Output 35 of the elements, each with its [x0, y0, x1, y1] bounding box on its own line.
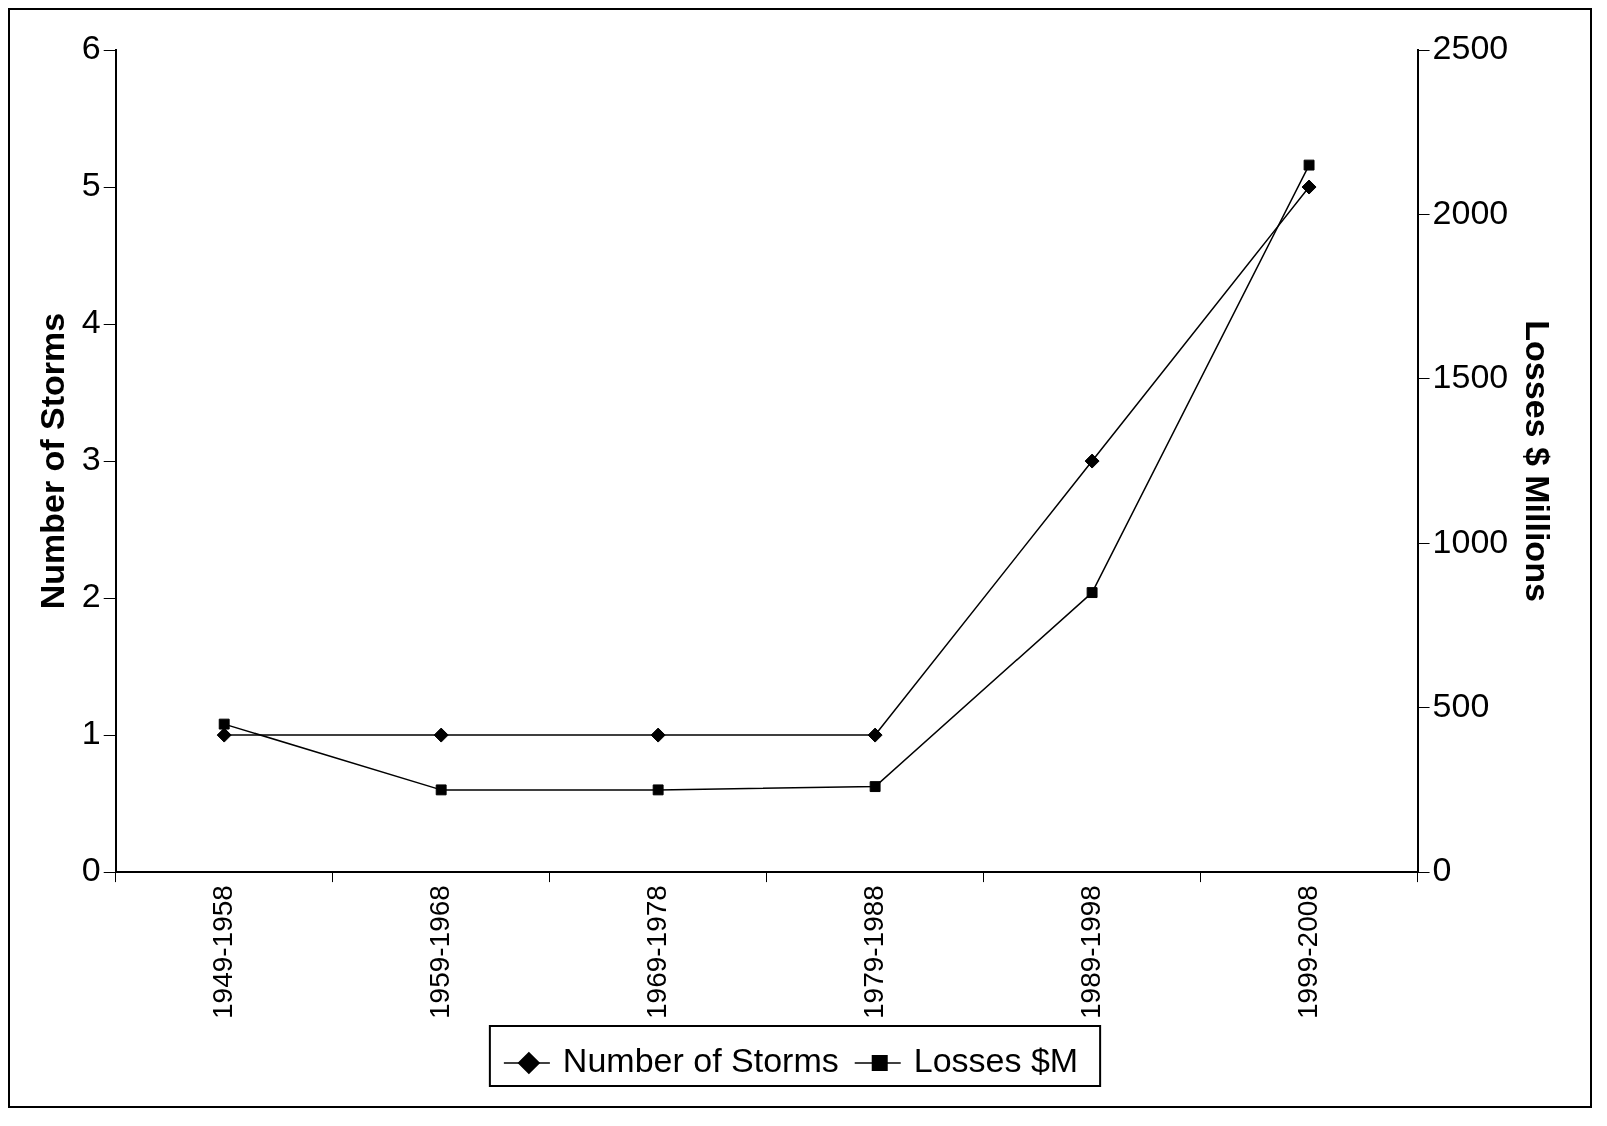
point: [1303, 159, 1315, 171]
point: [435, 784, 447, 796]
point: [1086, 587, 1098, 599]
y-tick-label: 6: [81, 28, 101, 67]
y-tick-label: 3: [81, 439, 101, 478]
y2-tick-label: 0: [1432, 850, 1452, 889]
x-tick-label: 1979-1988: [857, 885, 889, 1019]
x-tick-label: 1949-1958: [206, 885, 238, 1019]
point: [1084, 453, 1100, 469]
y2-axis-title: Losses $ Millions: [1519, 320, 1558, 602]
point: [650, 727, 666, 743]
legend-label: Losses $M: [913, 1041, 1079, 1080]
y-axis-title: Number of Storms: [32, 312, 71, 610]
point: [867, 727, 883, 743]
point: [433, 727, 449, 743]
x-tick-label: 1959-1968: [423, 885, 455, 1019]
y-tick-label: 4: [81, 302, 101, 341]
point: [216, 727, 232, 743]
y2-tick-label: 2000: [1432, 192, 1509, 231]
y-tick-label: 0: [81, 850, 101, 889]
y2-tick-label: 2500: [1432, 28, 1509, 67]
x-tick-label: 1969-1978: [640, 885, 672, 1019]
legend-label: Number of Storms: [562, 1041, 839, 1080]
y-tick-label: 5: [81, 165, 101, 204]
x-tick-label: 1999-2008: [1291, 885, 1323, 1019]
y2-tick-label: 1500: [1432, 357, 1509, 396]
point: [869, 781, 881, 793]
y2-tick-label: 500: [1432, 686, 1490, 725]
x-tick-label: 1989-1998: [1074, 885, 1106, 1019]
point: [218, 718, 230, 730]
point: [652, 784, 664, 796]
y-tick-label: 2: [81, 576, 101, 615]
y-tick-label: 1: [81, 713, 101, 752]
point: [1301, 179, 1317, 195]
y2-tick-label: 1000: [1432, 521, 1509, 560]
